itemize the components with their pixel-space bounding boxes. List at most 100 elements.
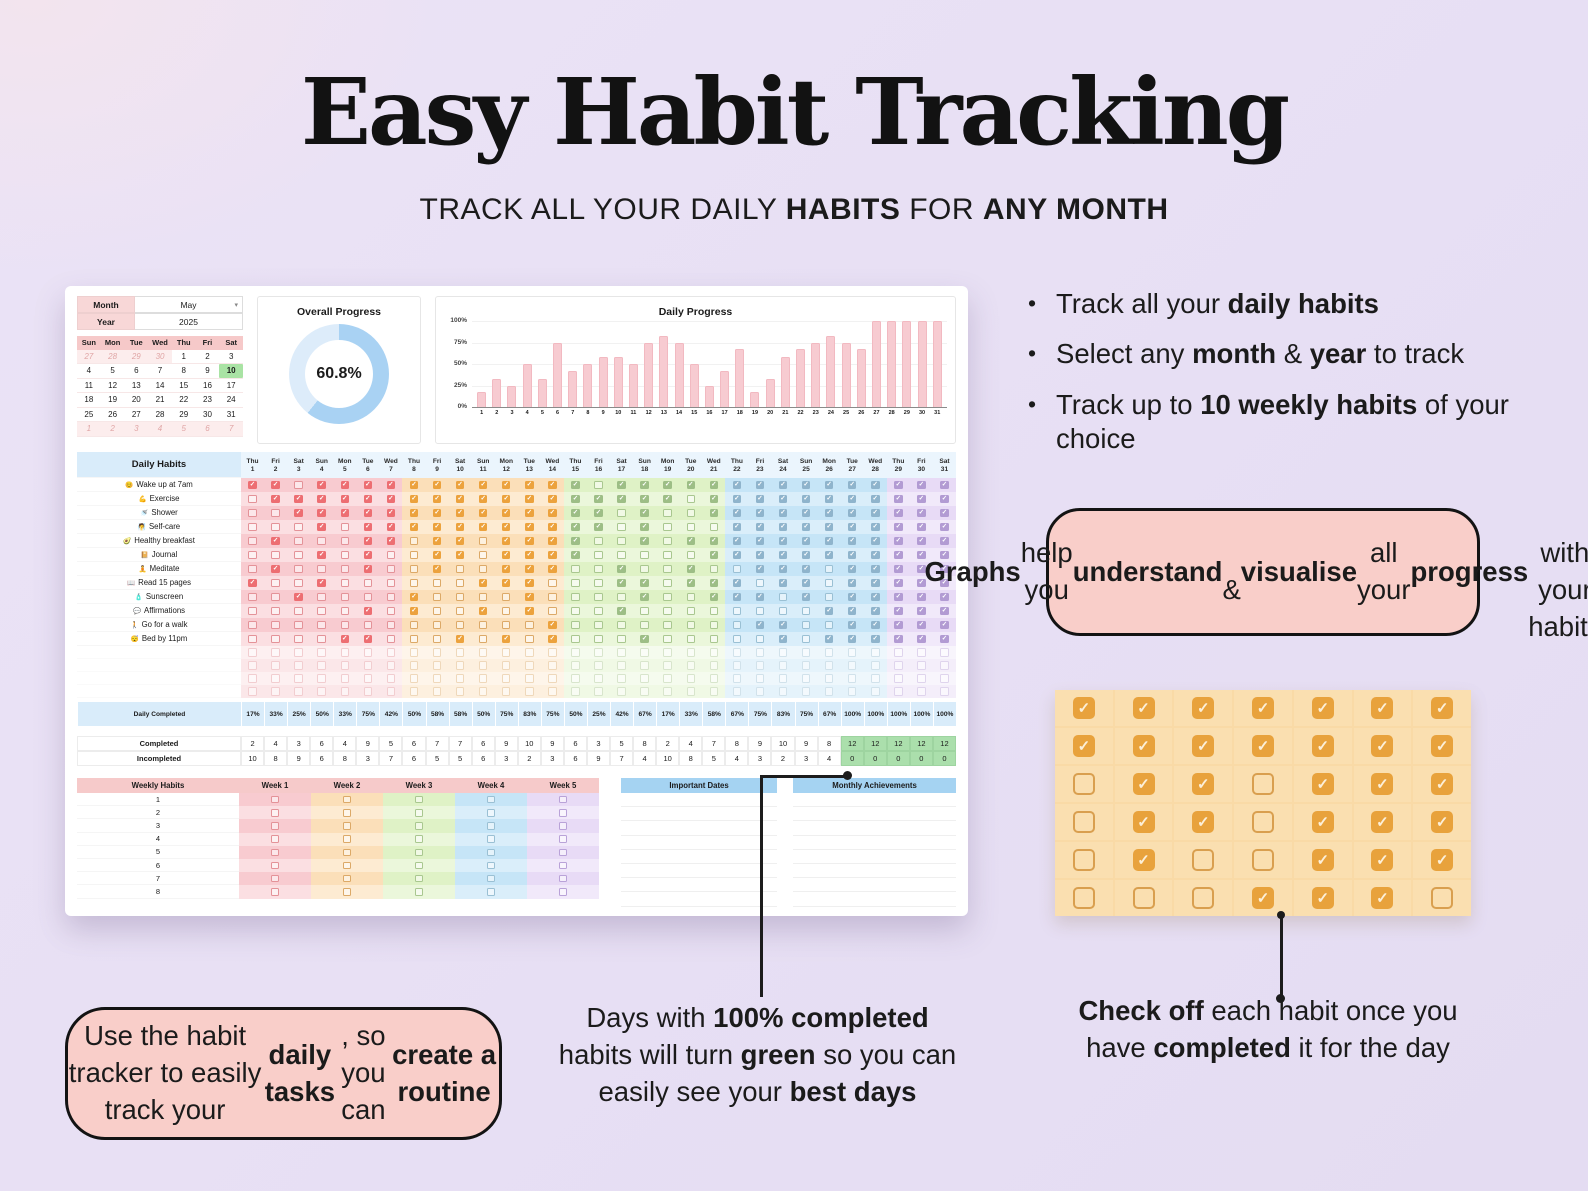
habit-checkbox[interactable] [617, 550, 626, 560]
habit-checkbox[interactable]: ✓ [801, 536, 811, 546]
habit-checkbox[interactable] [617, 536, 626, 546]
habit-checkbox[interactable]: ✓ [732, 592, 742, 602]
habit-checkbox[interactable] [894, 648, 903, 657]
habit-checkbox[interactable]: ✓ [432, 480, 442, 490]
habit-checkbox[interactable] [732, 674, 742, 683]
habit-checkbox[interactable]: ✓ [409, 508, 419, 518]
habit-checkbox[interactable]: ✓ [409, 592, 419, 602]
habit-checkbox[interactable] [663, 508, 672, 518]
habit-checkbox[interactable] [248, 564, 257, 574]
habit-checkbox[interactable]: ✓ [409, 480, 419, 490]
habit-checkbox[interactable] [501, 592, 511, 602]
habit-checkbox[interactable] [594, 592, 603, 602]
habit-checkbox[interactable] [294, 648, 303, 657]
habit-checkbox[interactable] [478, 648, 488, 657]
habit-checkbox[interactable]: ✓ [801, 522, 811, 532]
habit-checkbox[interactable] [409, 536, 419, 546]
habit-checkbox[interactable] [847, 648, 857, 657]
habit-checkbox[interactable]: ✓ [824, 606, 834, 616]
habit-checkbox[interactable]: ✓ [686, 536, 695, 546]
weekly-checkbox[interactable] [559, 861, 567, 870]
habit-checkbox[interactable] [340, 661, 350, 670]
habit-checkbox[interactable] [617, 674, 626, 683]
habit-checkbox[interactable]: ✓ [640, 522, 649, 532]
habit-checkbox[interactable] [455, 687, 465, 696]
habit-checkbox[interactable] [478, 620, 488, 630]
habit-checkbox[interactable] [548, 578, 557, 588]
habit-checkbox[interactable]: ✓ [940, 634, 949, 644]
habit-checkbox[interactable] [824, 687, 834, 696]
habit-checkbox[interactable]: ✓ [755, 536, 765, 546]
habit-checkbox[interactable] [663, 592, 672, 602]
habit-checkbox[interactable]: ✓ [594, 494, 603, 504]
habit-checkbox[interactable] [617, 648, 626, 657]
habit-checkbox[interactable] [294, 550, 303, 560]
habit-checkbox[interactable] [478, 661, 488, 670]
habit-checkbox[interactable]: ✓ [617, 606, 626, 616]
habit-checkbox[interactable] [571, 648, 580, 657]
habit-checkbox[interactable]: ✓ [778, 508, 788, 518]
habit-checkbox[interactable] [663, 634, 672, 644]
habit-checkbox[interactable]: ✓ [386, 508, 396, 518]
habit-checkbox[interactable] [801, 687, 811, 696]
habit-checkbox[interactable]: ✓ [640, 634, 649, 644]
habit-checkbox[interactable] [478, 536, 488, 546]
habit-checkbox[interactable] [594, 550, 603, 560]
habit-checkbox[interactable]: ✓ [940, 480, 949, 490]
habit-checkbox[interactable] [317, 687, 326, 696]
habit-checkbox[interactable] [686, 592, 695, 602]
habit-checkbox[interactable]: ✓ [525, 522, 534, 532]
habit-checkbox[interactable]: ✓ [363, 480, 373, 490]
habit-checkbox[interactable]: ✓ [917, 634, 926, 644]
habit-checkbox[interactable] [340, 687, 350, 696]
habit-checkbox[interactable]: ✓ [709, 480, 719, 490]
habit-checkbox[interactable] [294, 620, 303, 630]
habit-checkbox[interactable]: ✓ [894, 522, 903, 532]
habit-checkbox[interactable]: ✓ [894, 592, 903, 602]
habit-checkbox[interactable]: ✓ [432, 522, 442, 532]
weekly-checkbox[interactable] [271, 874, 279, 883]
habit-checkbox[interactable]: ✓ [525, 494, 534, 504]
habit-checkbox[interactable]: ✓ [824, 508, 834, 518]
habit-checkbox[interactable] [248, 620, 257, 630]
habit-checkbox[interactable]: ✓ [478, 522, 488, 532]
habit-checkbox[interactable]: ✓ [525, 536, 534, 546]
habit-checkbox[interactable] [801, 661, 811, 670]
habit-checkbox[interactable]: ✓ [617, 578, 626, 588]
habit-checkbox[interactable] [686, 634, 695, 644]
habit-checkbox[interactable]: ✓ [548, 620, 557, 630]
habit-checkbox[interactable] [778, 687, 788, 696]
weekly-checkbox[interactable] [559, 822, 567, 830]
habit-checkbox[interactable]: ✓ [871, 634, 880, 644]
habit-checkbox[interactable] [594, 480, 603, 490]
habit-checkbox[interactable] [617, 620, 626, 630]
habit-checkbox[interactable] [317, 634, 326, 644]
habit-checkbox[interactable]: ✓ [917, 536, 926, 546]
habit-checkbox[interactable]: ✓ [732, 508, 742, 518]
habit-checkbox[interactable] [778, 606, 788, 616]
habit-checkbox[interactable] [478, 550, 488, 560]
year-select[interactable]: 2025 [135, 313, 243, 330]
habit-checkbox[interactable] [455, 564, 465, 574]
weekly-checkbox[interactable] [559, 809, 567, 817]
weekly-checkbox[interactable] [271, 888, 279, 896]
habit-checkbox[interactable] [501, 661, 511, 670]
habit-checkbox[interactable]: ✓ [478, 480, 488, 490]
habit-checkbox[interactable] [663, 606, 672, 616]
weekly-checkbox[interactable] [415, 888, 423, 896]
habit-checkbox[interactable]: ✓ [317, 494, 326, 504]
weekly-checkbox[interactable] [343, 822, 351, 830]
habit-checkbox[interactable] [940, 661, 949, 670]
habit-checkbox[interactable] [525, 687, 534, 696]
habit-checkbox[interactable] [663, 536, 672, 546]
habit-checkbox[interactable]: ✓ [686, 578, 695, 588]
habit-checkbox[interactable]: ✓ [871, 522, 880, 532]
habit-checkbox[interactable] [755, 606, 765, 616]
habit-checkbox[interactable] [386, 620, 396, 630]
habit-checkbox[interactable]: ✓ [432, 536, 442, 546]
habit-checkbox[interactable]: ✓ [386, 536, 396, 546]
habit-checkbox[interactable] [571, 564, 580, 574]
habit-checkbox[interactable]: ✓ [432, 494, 442, 504]
habit-checkbox[interactable] [847, 674, 857, 683]
habit-checkbox[interactable]: ✓ [525, 480, 534, 490]
